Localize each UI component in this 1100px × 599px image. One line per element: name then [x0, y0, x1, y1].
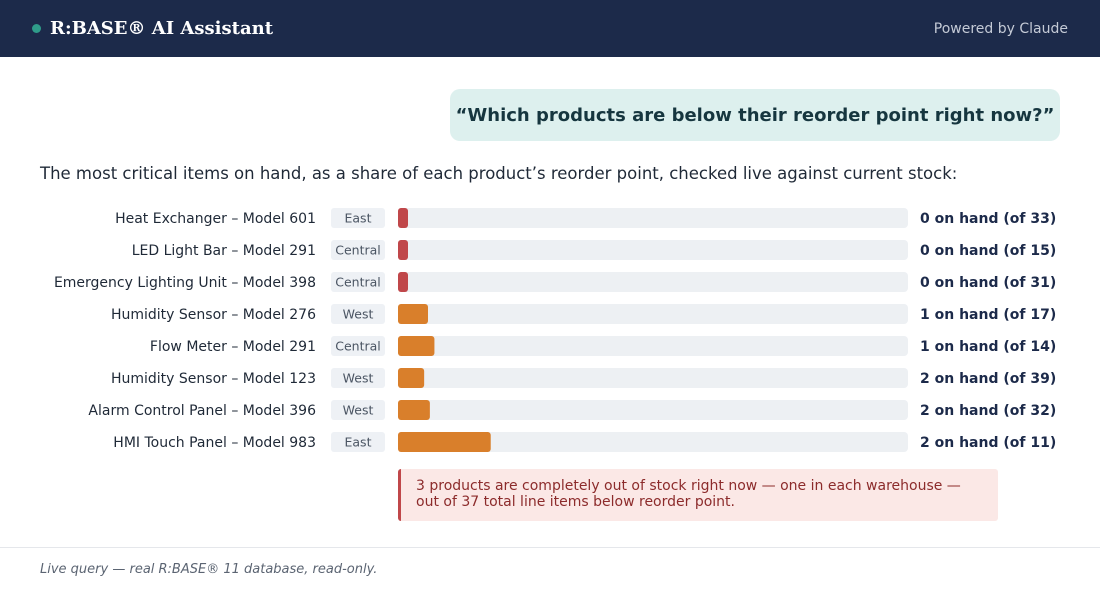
value-label: 2 on hand (of 32)	[920, 403, 1056, 419]
region-badge	[331, 432, 385, 452]
product-label: Alarm Control Panel – Model 396	[88, 403, 316, 419]
product-label: Flow Meter – Model 291	[150, 339, 316, 355]
region-badge	[331, 304, 385, 324]
region-badge	[331, 400, 385, 420]
bar-track	[398, 272, 908, 292]
value-label: 0 on hand (of 31)	[920, 275, 1056, 291]
bar-track	[398, 304, 908, 324]
region-badge	[331, 240, 385, 260]
status-dot-icon	[32, 24, 41, 33]
region-badge-label: East	[345, 211, 372, 226]
stock-bar	[398, 368, 425, 388]
product-label: Heat Exchanger – Model 601	[115, 211, 316, 227]
region-badge-label: West	[343, 403, 374, 418]
powered-by-label: Powered by Claude	[933, 20, 1068, 37]
value-label: 0 on hand (of 15)	[920, 243, 1056, 259]
stock-bar	[398, 304, 428, 324]
region-badge-label: Central	[335, 243, 381, 258]
stock-bar	[398, 208, 408, 228]
value-label: 2 on hand (of 11)	[920, 435, 1056, 451]
region-badge	[331, 272, 385, 292]
region-badge	[331, 208, 385, 228]
footer-divider	[0, 547, 1100, 548]
stock-bar	[398, 240, 408, 260]
region-badge	[331, 368, 385, 388]
value-label: 1 on hand (of 14)	[920, 339, 1056, 355]
product-label: HMI Touch Panel – Model 983	[113, 435, 316, 451]
bar-track	[398, 368, 908, 388]
stock-bar	[398, 432, 491, 452]
region-badge-label: Central	[335, 275, 381, 290]
value-label: 2 on hand (of 39)	[920, 371, 1056, 387]
region-badge-label: West	[343, 371, 374, 386]
bar-track	[398, 336, 908, 356]
region-badge-label: Central	[335, 339, 381, 354]
region-badge-label: West	[343, 307, 374, 322]
product-label: Emergency Lighting Unit – Model 398	[54, 275, 316, 291]
value-label: 1 on hand (of 17)	[920, 307, 1056, 323]
stock-bar	[398, 336, 435, 356]
bar-track	[398, 432, 908, 452]
bar-track	[398, 240, 908, 260]
product-label: LED Light Bar – Model 291	[132, 243, 316, 259]
app-header: R:BASE® AI Assistant Powered by Claude	[0, 0, 1100, 57]
user-question-bubble: “Which products are below their reorder …	[450, 89, 1060, 141]
bar-track	[398, 400, 908, 420]
answer-intro: The most critical items on hand, as a sh…	[40, 164, 958, 183]
stock-bar	[398, 400, 430, 420]
app-title: R:BASE® AI Assistant	[50, 18, 274, 39]
product-label: Humidity Sensor – Model 276	[111, 307, 316, 323]
out-of-stock-callout: 3 products are completely out of stock r…	[398, 469, 998, 521]
region-badge	[331, 336, 385, 356]
stock-bar	[398, 272, 408, 292]
product-label: Humidity Sensor – Model 123	[111, 371, 316, 387]
footer-note: Live query — real R:BASE® 11 database, r…	[40, 562, 378, 577]
value-label: 0 on hand (of 33)	[920, 211, 1056, 227]
region-badge-label: East	[345, 435, 372, 450]
brand: R:BASE® AI Assistant	[32, 18, 273, 39]
bar-track	[398, 208, 908, 228]
